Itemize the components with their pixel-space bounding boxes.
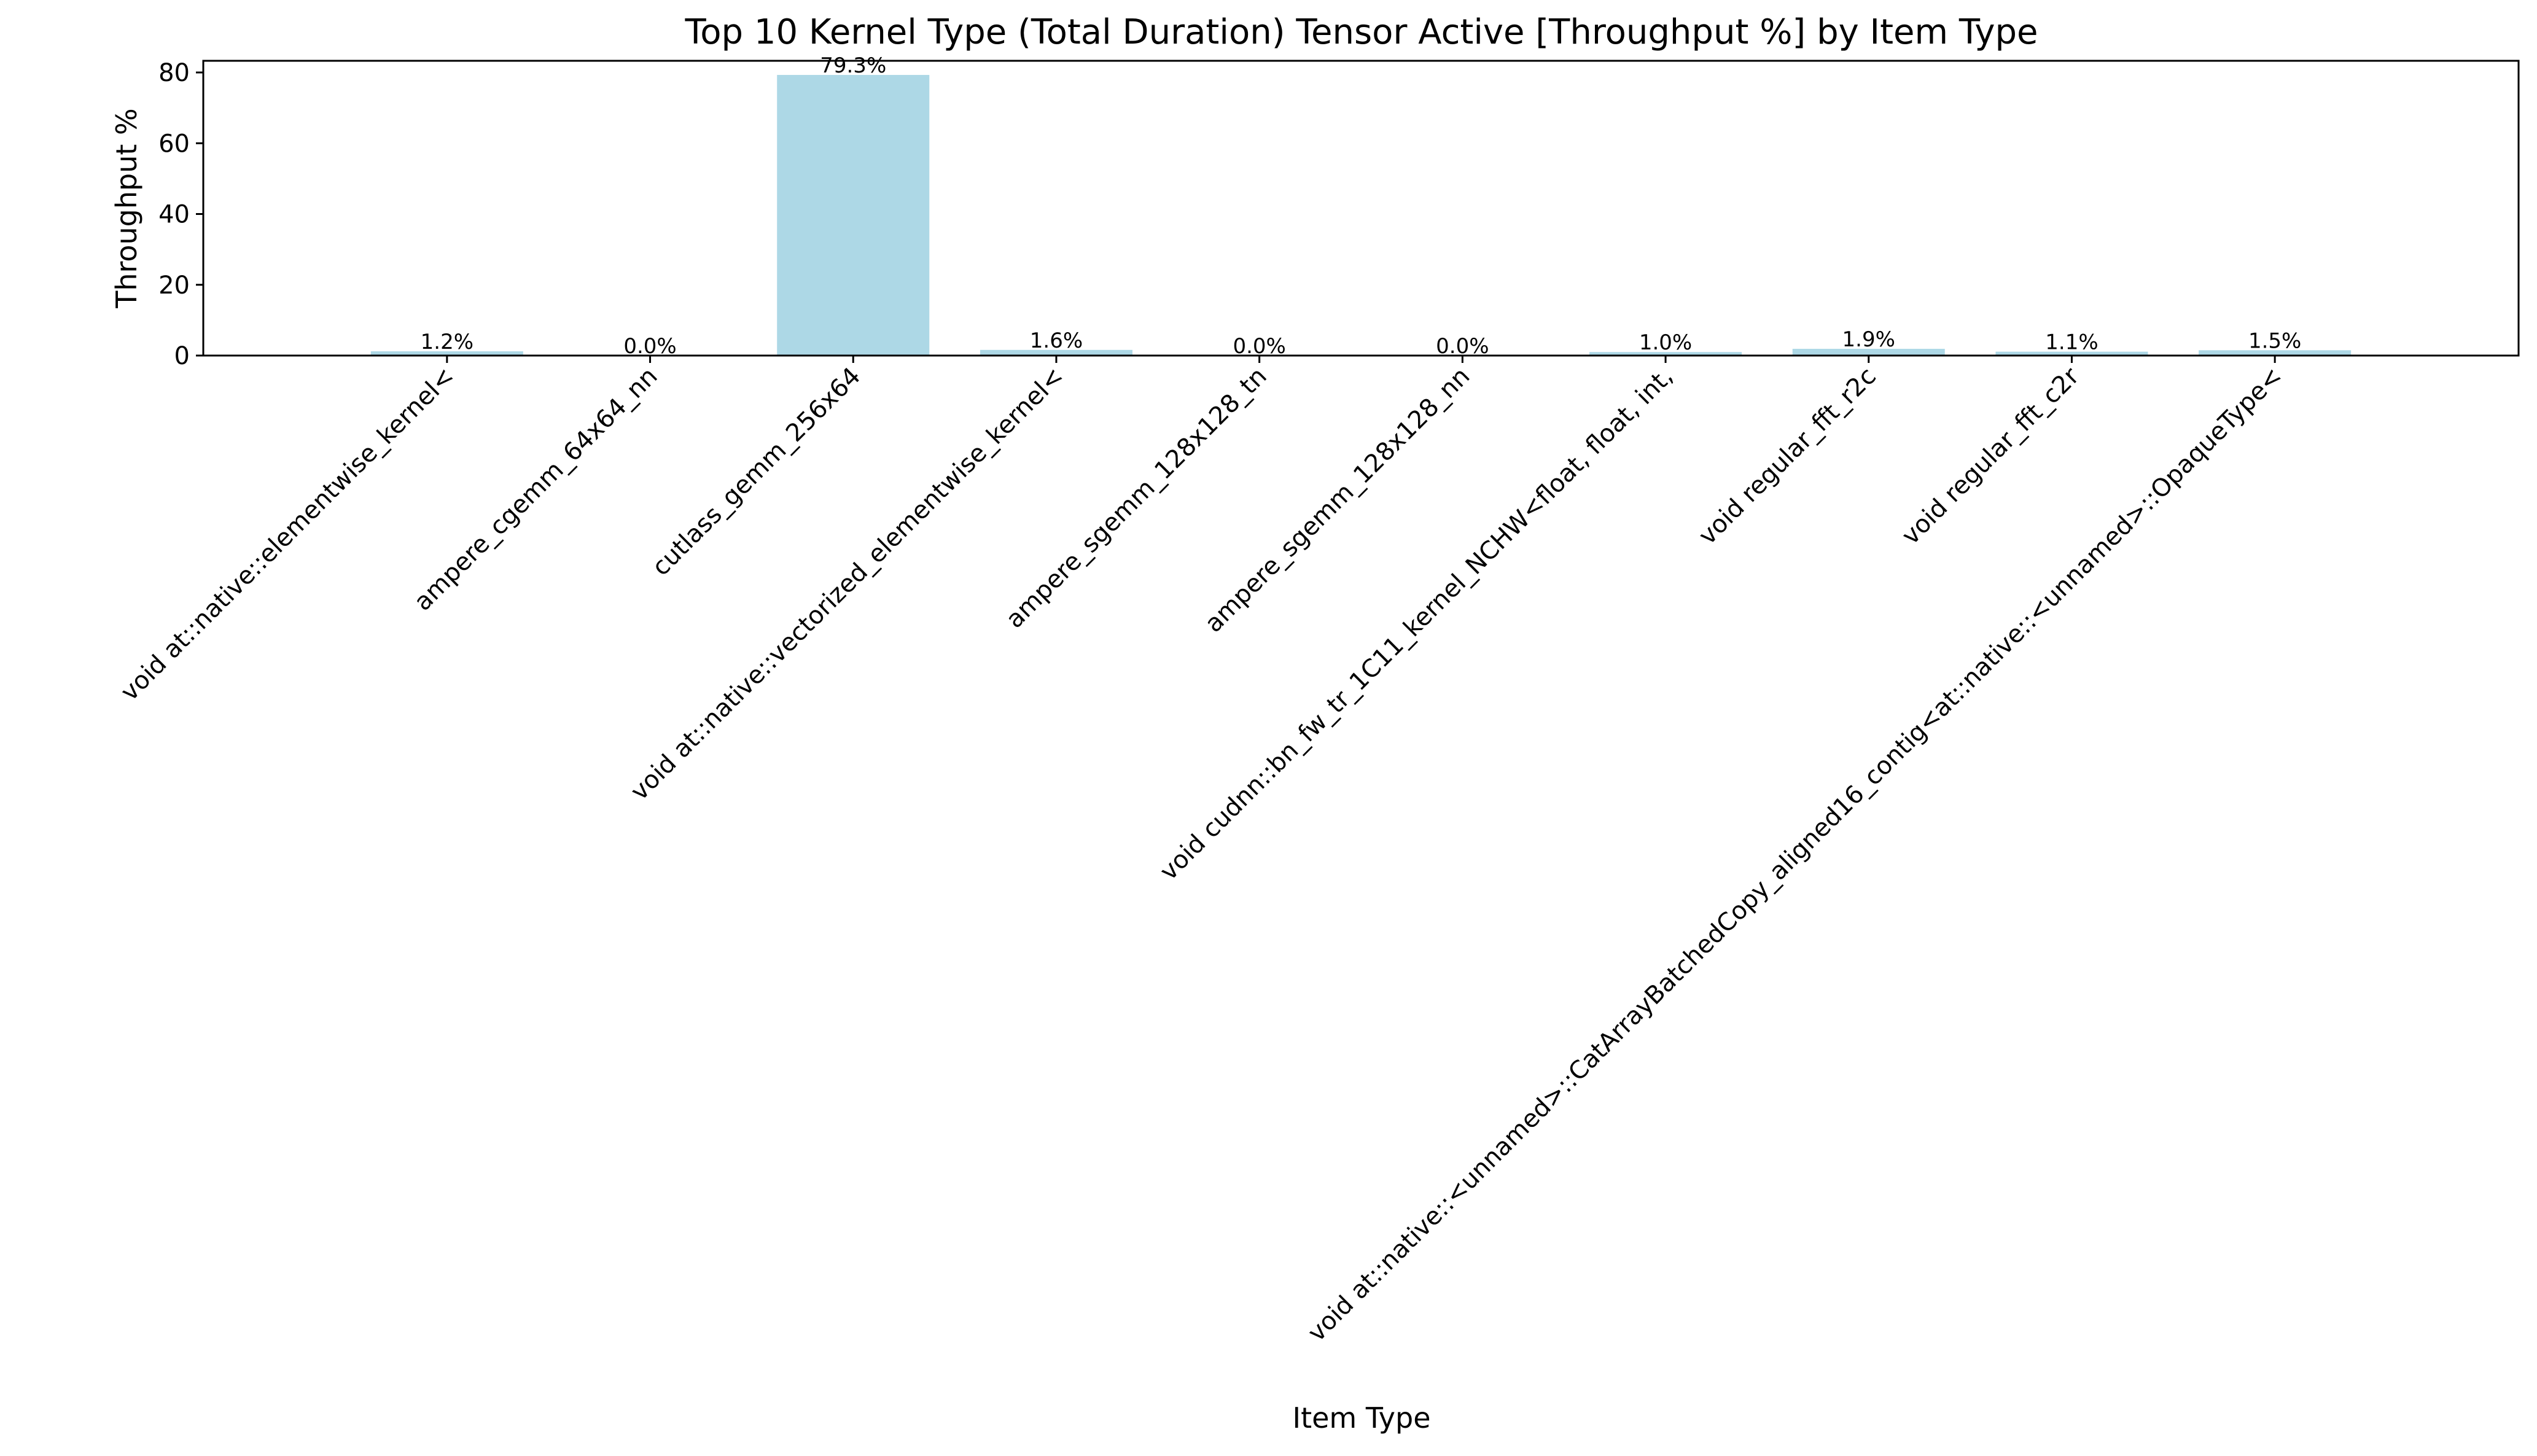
bars-layer	[370, 75, 2352, 356]
bar-0	[370, 351, 523, 356]
bar-6	[1589, 352, 1742, 356]
bar-3	[980, 349, 1132, 356]
bar-2	[777, 75, 930, 356]
data-label-2: 79.3%	[820, 53, 886, 78]
chart-title: Top 10 Kernel Type (Total Duration) Tens…	[685, 12, 2038, 52]
data-labels-layer: 1.2% 0.0% 79.3% 1.6% 0.0% 0.0% 1.0% 1.9% 1.1% 1.5…	[421, 53, 2302, 359]
y-axis-ticks: 0 20 40 60 80	[158, 59, 203, 370]
data-label-8: 1.1%	[2045, 330, 2098, 355]
data-label-0: 1.2%	[421, 330, 473, 354]
y-tick-label-2: 40	[158, 201, 190, 229]
y-axis-label: Throughput %	[110, 108, 143, 309]
bar-9	[2199, 350, 2352, 356]
data-label-7: 1.9%	[1842, 327, 1895, 352]
data-label-6: 1.0%	[1639, 330, 1692, 355]
data-label-5: 0.0%	[1436, 334, 1489, 359]
y-tick-label-3: 60	[158, 130, 190, 158]
data-label-3: 1.6%	[1030, 329, 1083, 353]
bar-8	[1995, 351, 2148, 356]
y-tick-label-4: 80	[158, 59, 190, 87]
data-label-9: 1.5%	[2248, 329, 2301, 353]
plot-frame	[202, 60, 2520, 357]
data-label-1: 0.0%	[623, 334, 676, 359]
y-tick-label-0: 0	[174, 342, 190, 370]
bar-7	[1792, 349, 1945, 356]
y-tick-label-1: 20	[158, 271, 190, 300]
data-label-4: 0.0%	[1233, 334, 1285, 359]
x-axis-label: Item Type	[1293, 1401, 1431, 1435]
